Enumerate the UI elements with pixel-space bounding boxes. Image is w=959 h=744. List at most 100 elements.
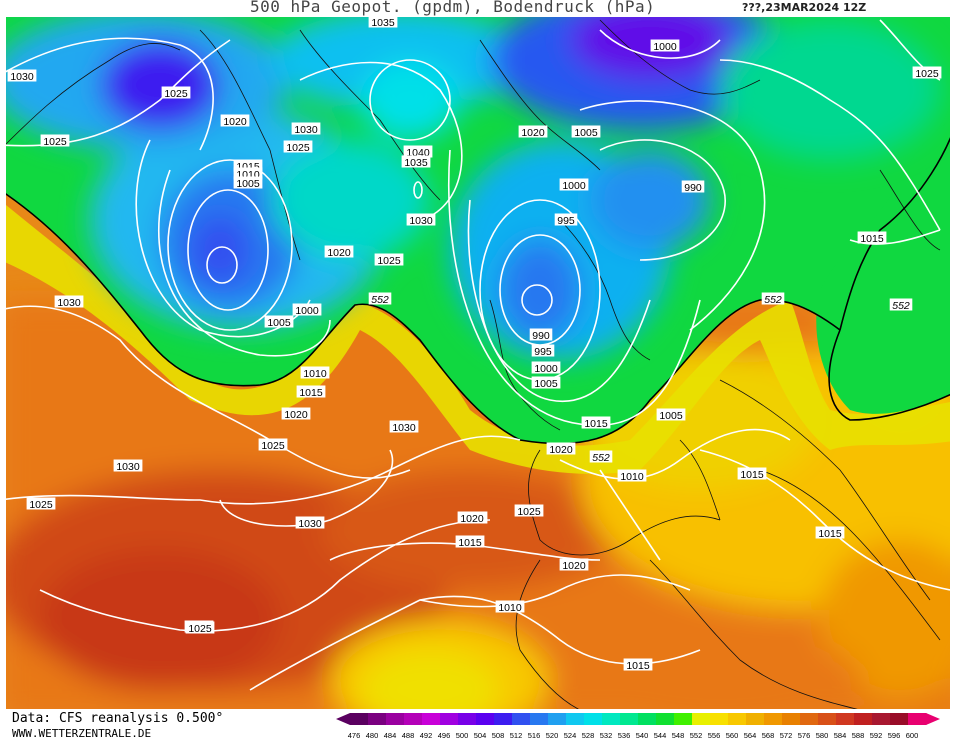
isobar-label-bg	[531, 376, 561, 389]
isobar-label-bg	[857, 231, 887, 244]
h552-label-bg	[589, 450, 613, 463]
legend-swatch	[458, 713, 477, 725]
legend-tick-label: 504	[474, 731, 487, 740]
h552-contour	[6, 136, 950, 445]
isobar-label-bg	[389, 420, 419, 433]
isobar-label-bg	[292, 303, 322, 316]
isobar-label: 1030	[298, 518, 322, 530]
legend-tick-label: 520	[546, 731, 559, 740]
legend-tick-label: 512	[510, 731, 523, 740]
isobar-label-bg	[571, 125, 601, 138]
isobar-label: 1000	[295, 305, 319, 317]
isobar-label: 1010	[498, 602, 522, 614]
isobar-label: 1025	[517, 506, 541, 518]
legend-swatch	[404, 713, 423, 725]
isobar-label: 1000	[562, 180, 586, 192]
legend-swatch	[368, 713, 387, 725]
legend-swatch	[890, 713, 909, 725]
isobar-label: 1015	[818, 528, 842, 540]
isobar-label: 990	[684, 182, 702, 194]
coastlines	[6, 19, 941, 709]
legend-tick-label: 476	[348, 731, 361, 740]
isobar-label: 1005	[236, 178, 260, 190]
legend-tick-label: 584	[834, 731, 847, 740]
isobar-label: 1015	[860, 233, 884, 245]
isobar-label-bg	[295, 516, 325, 529]
isobar-label: 1000	[534, 363, 558, 375]
legend-tick-label: 488	[402, 731, 415, 740]
h552-label-bg	[368, 292, 392, 305]
isobar-label-bg	[559, 178, 589, 191]
isobar-label: 1015	[584, 418, 608, 430]
h552-label-bg	[889, 298, 913, 311]
isobar-label: 1030	[392, 422, 416, 434]
legend-swatch	[584, 713, 603, 725]
isobar-label: 1015	[458, 537, 482, 549]
legend-tick-label: 544	[654, 731, 667, 740]
weather-map: 1035 1030 1025 1025 1020 1030 1025 1015 1010 1005…	[6, 17, 950, 709]
isobar-label: 1005	[574, 127, 598, 139]
legend-swatch	[422, 713, 441, 725]
legend-swatch	[494, 713, 513, 725]
isobar-label-bg	[681, 180, 705, 193]
h552-label: 552	[764, 294, 782, 306]
h552-label: 552	[371, 294, 389, 306]
isobar-labels: 1035 1030 1025 1025 1020 1030 1025 1015 1010 1005…	[7, 17, 942, 672]
legend-tick-label: 564	[744, 731, 757, 740]
isobar-label-bg	[656, 408, 686, 421]
legend-bar: 476 480 484 488 492 496 500 504 508 512 516 520 524 5…	[336, 713, 940, 740]
isobar-label-bg	[40, 134, 70, 147]
isobar-label: 1010	[620, 471, 644, 483]
isobar-label: 1020	[284, 409, 308, 421]
legend-swatch	[638, 713, 657, 725]
isobar-label: 1030	[116, 461, 140, 473]
legend-tick-label: 500	[456, 731, 469, 740]
isobar-label-bg	[403, 145, 433, 158]
legend-swatch	[656, 713, 675, 725]
h552-label: 552	[892, 300, 910, 312]
isobar-label: 1035	[371, 17, 395, 29]
isobar-label-bg	[296, 385, 326, 398]
isobar-label: 1020	[327, 247, 351, 259]
isobar-label: 1030	[409, 215, 433, 227]
isobar-label-bg	[815, 526, 845, 539]
legend-tick-label: 576	[798, 731, 811, 740]
isobar-label-bg	[531, 361, 561, 374]
isobar-label: 1005	[267, 317, 291, 329]
legend-tick-label: 492	[420, 731, 433, 740]
isobar-label-bg	[455, 535, 485, 548]
isobar-label-bg	[26, 497, 56, 510]
legend-tick-label: 572	[780, 731, 793, 740]
isobar-label: 1020	[460, 513, 484, 525]
isobar-label-bg	[291, 122, 321, 135]
website-link: WWW.WETTERZENTRALE.DE	[12, 727, 152, 740]
isobar-label: 1015	[299, 387, 323, 399]
isobar-label: 1005	[534, 378, 558, 390]
legend-tick-label: 524	[564, 731, 577, 740]
isobar-label: 1025	[377, 255, 401, 267]
isobar-label-bg	[374, 253, 404, 266]
isobar-label-bg	[406, 213, 436, 226]
isobar-label-bg	[113, 459, 143, 472]
isobar-label: 1025	[915, 68, 939, 80]
legend-tick-label: 548	[672, 731, 685, 740]
isobar-label: 1025	[29, 499, 53, 511]
isobar-label-bg	[529, 328, 553, 341]
isobar-label-bg	[283, 140, 313, 153]
isobar-label: 1020	[521, 127, 545, 139]
legend-tick-label: 588	[852, 731, 865, 740]
isobar-label: 1015	[740, 469, 764, 481]
legend-swatch	[836, 713, 855, 725]
isobar-label-bg	[912, 66, 942, 79]
legend-tick-label: 484	[384, 731, 397, 740]
legend-swatch	[512, 713, 531, 725]
isobar-label-bg	[514, 504, 544, 517]
isobar-label: 1020	[549, 444, 573, 456]
isobar-label: 1025	[261, 440, 285, 452]
isobar-label-bg	[368, 17, 398, 28]
legend-swatch	[800, 713, 819, 725]
legend-tick-label: 600	[906, 731, 919, 740]
isobar-label: 1015	[626, 660, 650, 672]
h552-label: 552	[592, 452, 610, 464]
legend-swatch	[386, 713, 405, 725]
